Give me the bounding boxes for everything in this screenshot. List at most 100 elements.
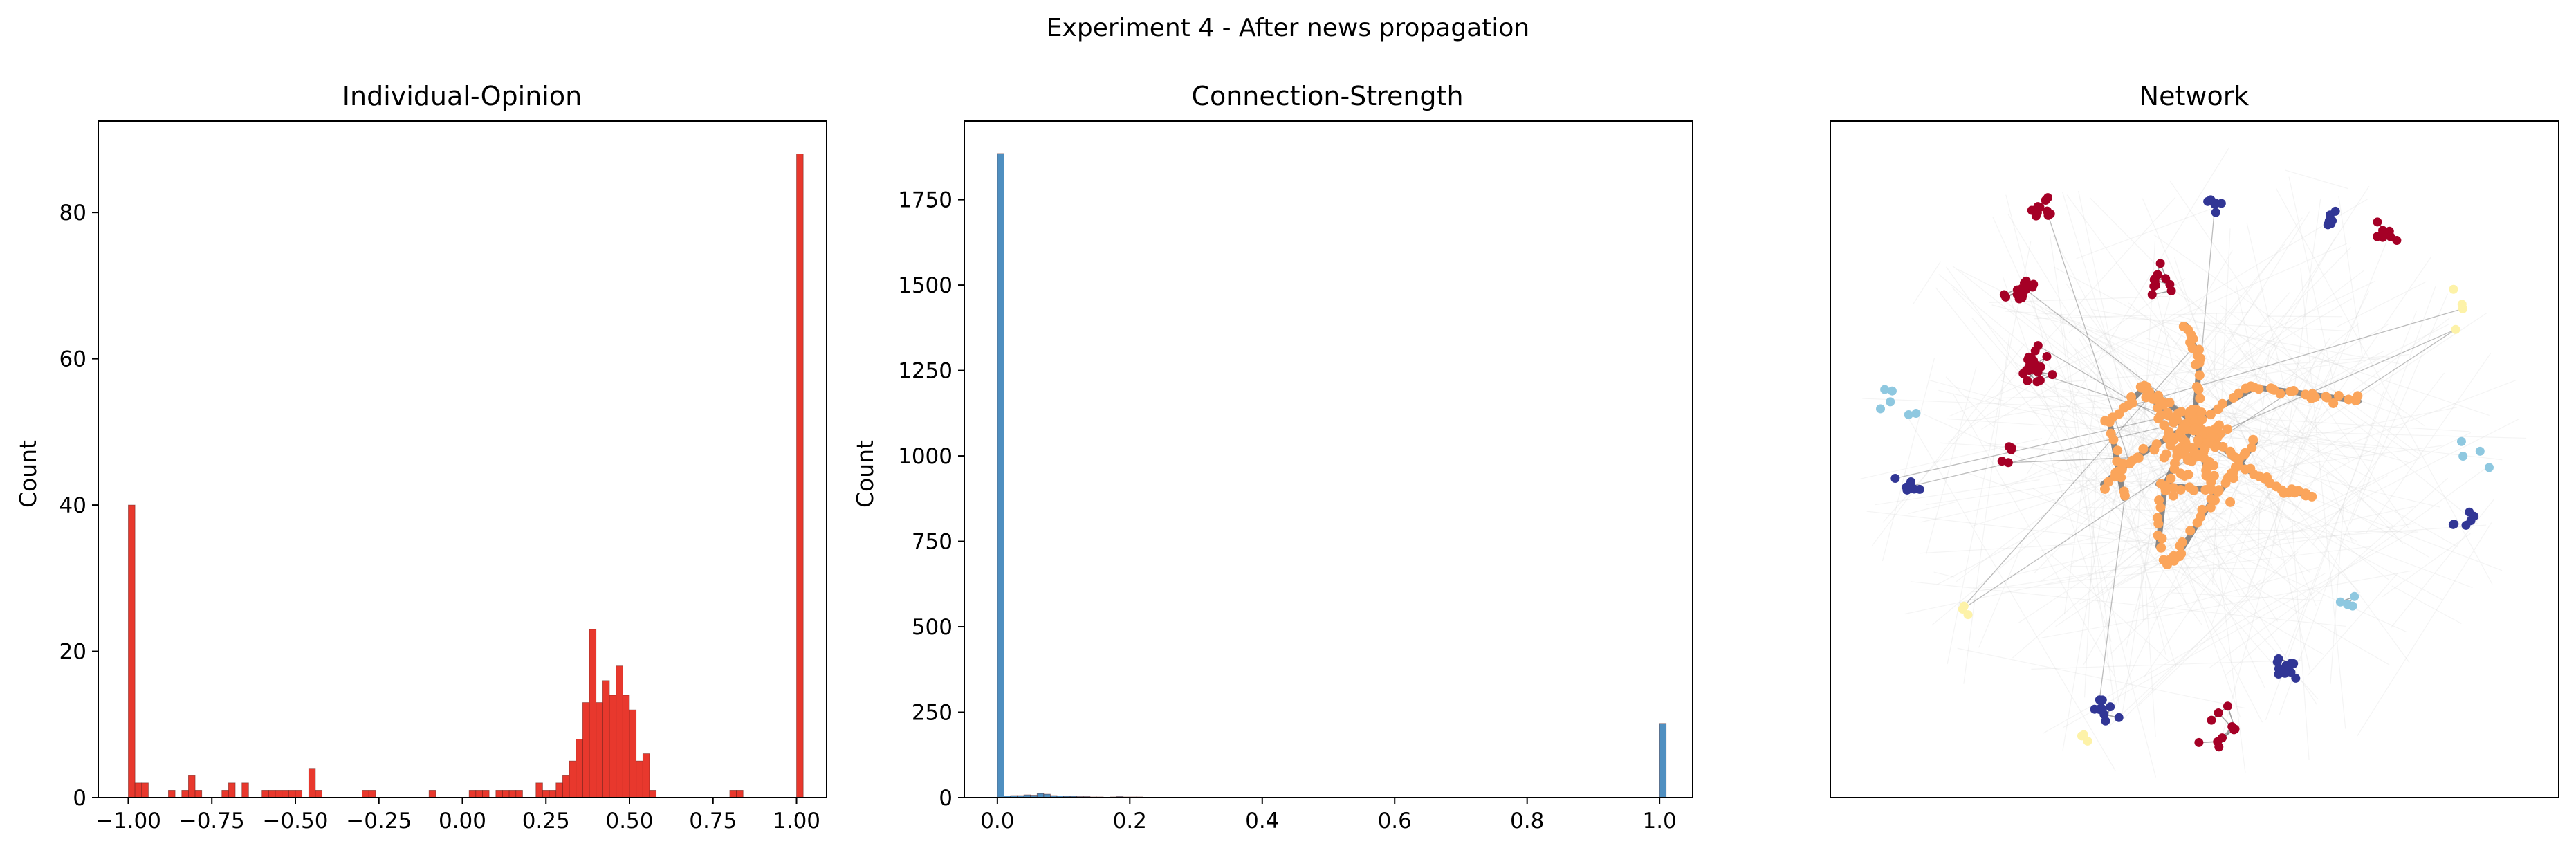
network-node-core <box>2193 435 2203 445</box>
background-edge <box>2078 190 2146 506</box>
network-node <box>2045 209 2055 219</box>
x-tick-label: 0.6 <box>1378 809 1412 834</box>
background-edge <box>2059 316 2115 704</box>
histogram-bar <box>295 790 303 798</box>
network-node-core <box>2154 495 2164 506</box>
long-edge <box>2037 345 2260 477</box>
network-node <box>2003 458 2013 468</box>
background-edge <box>2108 481 2370 728</box>
background-edge <box>2245 369 2332 596</box>
background-edge <box>2074 348 2177 668</box>
network-node-core <box>2201 470 2211 481</box>
background-edge <box>2146 338 2294 389</box>
histogram-bar <box>502 790 510 798</box>
background-edge <box>2338 196 2363 356</box>
long-edge <box>2099 495 2126 700</box>
background-edge <box>2123 322 2359 506</box>
background-edge <box>2164 425 2289 511</box>
histogram-bar <box>796 154 804 798</box>
network-node-core <box>2288 385 2299 396</box>
background-edge <box>2178 315 2345 367</box>
network-node-core <box>2248 434 2258 445</box>
histogram-bar <box>642 753 650 798</box>
background-edge <box>1946 266 2202 625</box>
network-node-core <box>2168 483 2178 493</box>
network-node-core <box>2141 392 2151 403</box>
network-node-core <box>2175 468 2186 479</box>
histogram-bar <box>241 782 249 798</box>
y-tick-label: 1500 <box>898 273 953 298</box>
background-edge <box>2133 475 2388 612</box>
histogram-bar <box>275 790 283 798</box>
network-node <box>2274 654 2283 663</box>
background-edge <box>2128 355 2321 410</box>
histogram-bar <box>482 790 490 798</box>
network-node <box>2030 346 2040 356</box>
background-edge <box>2208 468 2486 669</box>
background-edge <box>2337 281 2427 327</box>
histogram-bar <box>468 790 477 798</box>
background-edge <box>2357 522 2492 737</box>
network-node <box>1904 410 1913 419</box>
background-edge <box>2122 421 2129 440</box>
network-node-core <box>2164 431 2174 441</box>
background-edge <box>2122 217 2303 463</box>
background-edge <box>2101 507 2193 580</box>
background-edge <box>2008 520 2251 577</box>
network-node-core <box>2156 542 2166 553</box>
network-node-core <box>2157 533 2167 544</box>
histogram-bar <box>141 782 149 798</box>
background-edge <box>2249 452 2430 558</box>
network-node-core <box>2247 443 2257 453</box>
network-node <box>2378 226 2388 235</box>
histogram-bar <box>997 153 1004 798</box>
long-edge <box>1962 391 2291 610</box>
network-node <box>2099 710 2109 719</box>
network-node-core <box>2192 517 2202 528</box>
background-edge <box>2266 315 2343 318</box>
network-node <box>1880 385 1890 394</box>
x-tick-label: 0.75 <box>689 809 737 834</box>
background-edge <box>2054 266 2313 407</box>
histogram-bar <box>542 790 550 798</box>
background-edge <box>1935 350 2384 586</box>
x-tick-label: 0.4 <box>1245 809 1279 834</box>
background-edge <box>1963 333 2010 684</box>
long-edge <box>2124 308 2463 409</box>
network-node-core <box>2218 441 2228 452</box>
network-node-core <box>2159 452 2169 463</box>
background-edge <box>2247 232 2391 589</box>
network-node <box>2029 279 2039 289</box>
histogram-bar <box>475 790 483 798</box>
y-tick-label: 80 <box>59 201 86 226</box>
network-node-core <box>2160 480 2171 490</box>
network-node <box>2451 324 2460 334</box>
network-node-core <box>2166 473 2176 484</box>
background-edge <box>1928 379 2005 402</box>
network-axes-frame <box>1830 120 2559 798</box>
y-tick-label: 1000 <box>898 444 953 469</box>
histogram-bar <box>181 790 189 798</box>
network-node <box>1999 290 2009 300</box>
histogram-bar <box>609 695 617 798</box>
strength-chart-title: Connection-Strength <box>1191 81 1463 111</box>
network-node <box>2114 712 2124 722</box>
strength-y-axis-label: Count <box>852 440 878 508</box>
background-edge <box>2180 337 2331 579</box>
opinion-bars <box>128 154 804 798</box>
opinion-chart-title: Individual-Opinion <box>342 81 582 111</box>
network-node-core <box>2196 407 2207 418</box>
background-edge <box>2300 268 2346 729</box>
network-node <box>2461 520 2471 530</box>
network-node-core <box>2177 433 2187 443</box>
background-edge <box>2238 474 2357 542</box>
histogram-bar <box>268 790 276 798</box>
network-node-core <box>2178 322 2189 332</box>
network-node <box>2042 352 2052 362</box>
background-edge <box>2382 533 2471 597</box>
histogram-bar <box>308 768 316 798</box>
network-node <box>2343 600 2353 609</box>
background-edge <box>2285 169 2348 190</box>
background-edge <box>2052 235 2224 562</box>
